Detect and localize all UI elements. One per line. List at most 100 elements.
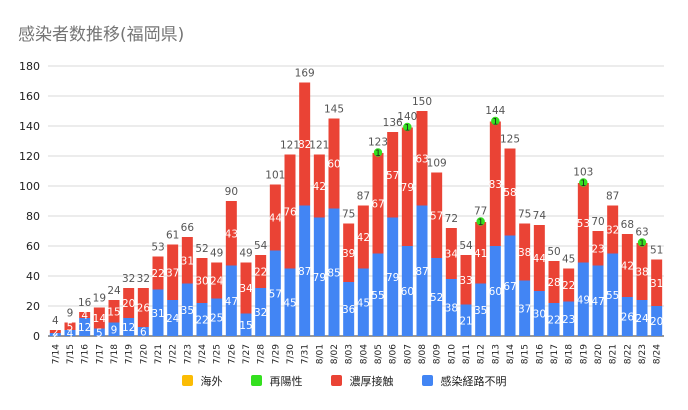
data-label-total: 144 [485, 105, 505, 117]
data-label-total: 74 [533, 210, 547, 222]
bar-segment-unknown-route [49, 333, 61, 336]
x-tick-label: 8/01 [315, 344, 325, 364]
data-label-total: 53 [151, 242, 164, 254]
data-label-close-contact: 83 [489, 179, 502, 191]
data-label-unknown-route: 22 [547, 315, 560, 327]
data-label-unknown-route: 60 [489, 286, 502, 298]
data-label-reinfected: 1 [375, 149, 381, 159]
x-tick-label: 8/22 [623, 344, 633, 364]
bar-segment-unknown-route [123, 318, 135, 336]
bar-segment-unknown-route [387, 217, 399, 336]
bar-segment-close-contact [255, 255, 267, 288]
y-tick-label: 20 [26, 300, 40, 313]
x-tick-label: 8/17 [550, 344, 560, 364]
data-label-close-contact: 60 [327, 159, 340, 171]
data-label-unknown-route: 20 [650, 316, 663, 328]
bar-segment-close-contact [225, 201, 237, 266]
legend-item: 海外 [181, 373, 223, 389]
bar-segment-unknown-route [651, 306, 663, 336]
bar-segment-close-contact [519, 223, 531, 281]
data-label-close-contact: 42 [621, 261, 634, 273]
bar-segment-close-contact [416, 111, 428, 206]
data-label-close-contact: 28 [547, 277, 560, 289]
x-tick-label: 7/28 [257, 344, 267, 364]
legend-label: 海外 [200, 375, 223, 388]
data-label-total: 49 [239, 248, 252, 260]
bar-segment-close-contact [607, 205, 619, 254]
data-label-close-contact: 32 [606, 225, 619, 237]
data-label-total: 121 [280, 140, 300, 152]
x-tick-label: 8/03 [345, 344, 355, 364]
data-label-close-contact: 31 [650, 278, 663, 290]
data-label-close-contact: 41 [474, 248, 487, 260]
bar-segment-close-contact [240, 262, 252, 314]
data-label-close-contact: 2 [52, 327, 59, 339]
data-label-close-contact: 5 [67, 321, 74, 333]
data-label-close-contact: 14 [93, 313, 107, 325]
x-tick-label: 8/06 [389, 344, 399, 364]
data-label-total: 49 [210, 248, 223, 260]
x-tick-label: 8/11 [462, 344, 472, 364]
bar-segment-close-contact [196, 258, 208, 303]
data-label-close-contact: 57 [386, 170, 399, 182]
data-label-total: 63 [635, 227, 648, 239]
x-tick-label: 8/19 [579, 344, 589, 364]
bar-segment-close-contact [592, 231, 604, 266]
x-tick-label: 7/19 [125, 344, 135, 364]
x-tick-label: 8/04 [359, 344, 369, 364]
bar-segment-close-contact [401, 127, 413, 246]
data-label-close-contact: 4 [81, 310, 88, 322]
x-tick-label: 8/15 [521, 344, 531, 364]
data-label-close-contact: 79 [401, 182, 414, 194]
data-label-close-contact: 39 [342, 248, 355, 260]
bar-segment-unknown-route [240, 313, 252, 336]
data-label-total: 169 [295, 68, 315, 80]
x-tick-label: 8/14 [506, 344, 516, 364]
data-label-total: 54 [459, 240, 473, 252]
data-label-unknown-route: 12 [78, 322, 91, 334]
data-label-close-contact: 44 [533, 253, 547, 265]
bar-segment-unknown-route [445, 279, 457, 336]
data-label-unknown-route: 2 [52, 330, 59, 342]
y-tick-label: 100 [19, 180, 40, 193]
legend-item: 濃厚接触 [330, 373, 394, 389]
bar-segment-close-contact [548, 261, 560, 303]
data-label-unknown-route: 6 [140, 327, 147, 339]
data-label-reinfected: 1 [580, 179, 586, 189]
y-tick-label: 160 [19, 90, 40, 103]
y-tick-label: 120 [19, 150, 40, 163]
y-tick-label: 80 [26, 210, 40, 223]
data-label-close-contact: 82 [298, 139, 311, 151]
bar-segment-close-contact [651, 259, 663, 306]
data-label-total: 32 [137, 273, 150, 285]
x-tick-label: 7/26 [227, 344, 237, 364]
bar-segment-close-contact [64, 322, 76, 330]
data-label-unknown-route: 31 [151, 308, 164, 320]
legend-swatch [330, 375, 342, 386]
data-label-close-contact: 63 [415, 153, 428, 165]
data-label-close-contact: 58 [503, 187, 516, 199]
x-tick-label: 8/21 [609, 344, 619, 364]
data-label-close-contact: 42 [357, 232, 370, 244]
x-tick-label: 7/14 [51, 344, 61, 364]
x-tick-label: 7/18 [110, 344, 120, 364]
bar-segment-close-contact [313, 154, 325, 218]
data-label-unknown-route: 49 [577, 294, 590, 306]
data-label-unknown-route: 87 [415, 266, 428, 278]
x-tick-label: 7/15 [66, 344, 76, 364]
x-tick-label: 8/05 [374, 344, 384, 364]
bar-segment-close-contact [284, 154, 296, 269]
legend-swatch [181, 375, 193, 386]
bar-segment-reinfected [476, 217, 485, 226]
data-label-unknown-route: 35 [474, 305, 487, 317]
x-tick-label: 8/07 [403, 344, 413, 364]
bar-segment-close-contact [211, 262, 223, 299]
data-label-unknown-route: 25 [210, 312, 223, 324]
data-label-close-contact: 31 [181, 255, 194, 267]
legend-label: 再陽性 [269, 375, 303, 388]
legend-swatch [421, 375, 433, 386]
data-label-unknown-route: 35 [181, 305, 194, 317]
data-label-total: 19 [93, 293, 106, 305]
bar-segment-unknown-route [181, 283, 193, 336]
bar-segment-unknown-route [621, 297, 633, 336]
